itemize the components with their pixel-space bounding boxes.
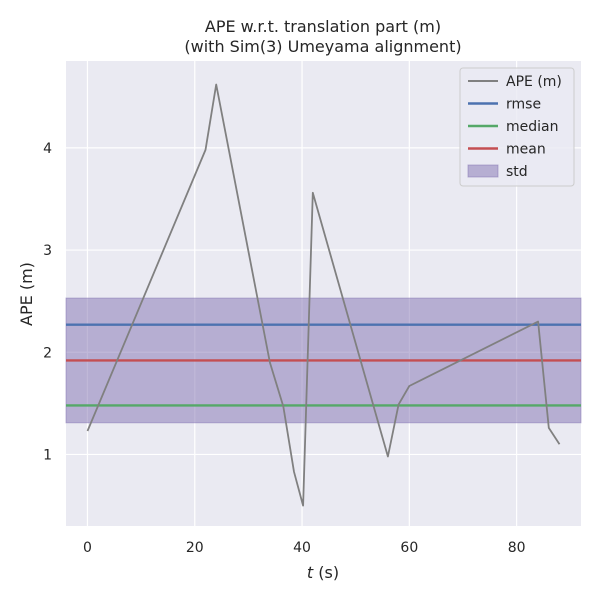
x-tick-label: 0 (83, 540, 92, 556)
legend-label-std: std (506, 164, 528, 180)
y-tick-label: 3 (43, 243, 52, 259)
x-tick-label: 60 (400, 540, 418, 556)
legend: APE (m) rmse median mean std (459, 67, 575, 187)
series-line-ape (86, 83, 561, 507)
x-tick-label: 20 (186, 540, 204, 556)
legend-box (459, 67, 575, 187)
x-tick-label: 80 (508, 540, 526, 556)
x-tick-label: 40 (293, 540, 311, 556)
reference-lines (66, 323, 581, 407)
x-axis-label-variable: t (307, 563, 314, 582)
y-tick-label: 1 (43, 447, 52, 463)
legend-swatch-std (467, 164, 499, 178)
chart-title-line2: (with Sim(3) Umeyama alignment) (184, 37, 461, 56)
y-tick-labels: 1 2 3 4 (43, 141, 52, 464)
legend-label-ape: APE (m) (506, 74, 562, 90)
x-axis-label-unit: (s) (313, 563, 339, 582)
x-axis-label: t (s) (307, 563, 339, 582)
legend-label-rmse: rmse (506, 97, 541, 113)
legend-label-mean: mean (506, 142, 546, 158)
y-axis-label: APE (m) (17, 262, 36, 326)
y-tick-label: 2 (43, 345, 52, 361)
x-tick-labels: 0 20 40 60 80 (83, 540, 526, 556)
legend-label-median: median (506, 119, 558, 135)
y-tick-label: 4 (43, 141, 52, 157)
chart-title-line1: APE w.r.t. translation part (m) (205, 17, 441, 36)
series-layer (86, 83, 561, 507)
